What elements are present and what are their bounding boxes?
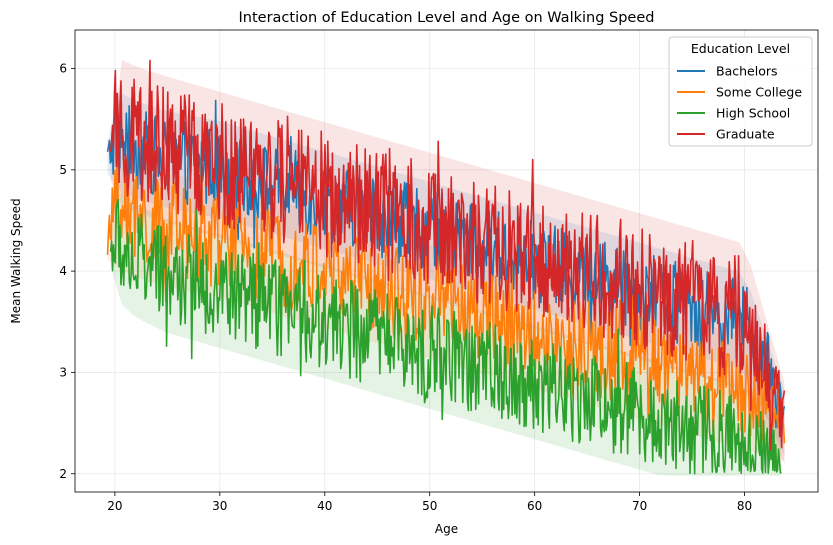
- series-line-high-school: [109, 198, 782, 475]
- series-line-graduate: [109, 59, 786, 451]
- y-tick-label: 3: [59, 365, 67, 379]
- x-tick-label: 40: [317, 499, 332, 513]
- series-lines: [106, 59, 786, 475]
- legend-item-graduate: Graduate: [677, 127, 775, 142]
- legend-item-bachelors: Bachelors: [677, 64, 778, 79]
- x-tick-label: 60: [527, 499, 542, 513]
- legend-label: Some College: [716, 85, 802, 100]
- y-tick-label: 6: [59, 62, 67, 76]
- y-tick-label: 5: [59, 163, 67, 177]
- legend-item-some-college: Some College: [677, 85, 802, 100]
- y-axis-label: Mean Walking Speed: [9, 198, 23, 323]
- legend-title: Education Level: [691, 41, 790, 56]
- series-band-bachelors: [107, 92, 785, 456]
- x-tick-label: 80: [737, 499, 752, 513]
- legend-label: High School: [716, 106, 790, 121]
- x-tick-label: 30: [212, 499, 227, 513]
- x-axis-label: Age: [435, 522, 458, 536]
- x-tick-label: 50: [422, 499, 437, 513]
- legend-item-high-school: High School: [677, 106, 790, 121]
- y-axis-ticks: 2 3 4 5 6: [59, 62, 75, 481]
- legend: Education Level Bachelors Some College Hig…: [668, 36, 813, 147]
- legend-label: Bachelors: [716, 64, 778, 79]
- legend-label: Graduate: [716, 127, 775, 142]
- legend-box: [668, 36, 813, 147]
- x-tick-label: 20: [107, 499, 122, 513]
- plot-frame: [74, 29, 819, 493]
- chart-title: Interaction of Education Level and Age o…: [239, 10, 655, 26]
- x-axis-ticks: 20 30 40 50 60 70 80: [107, 492, 752, 513]
- y-tick-label: 2: [59, 467, 67, 481]
- y-tick-label: 4: [59, 264, 67, 278]
- x-tick-label: 70: [632, 499, 647, 513]
